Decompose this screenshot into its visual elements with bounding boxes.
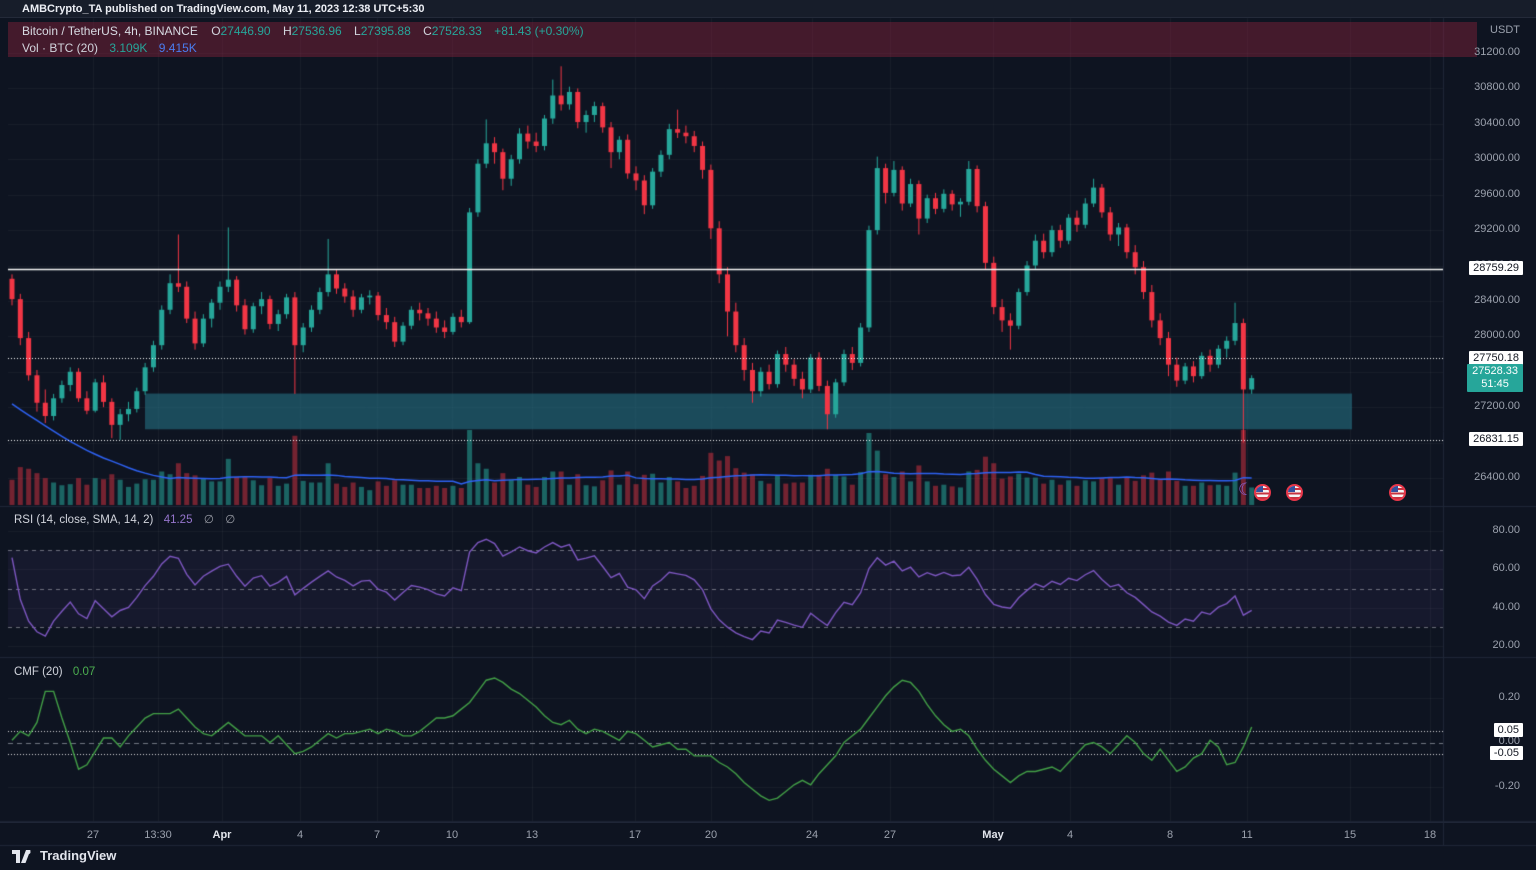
price-tick-label: 30000.00 — [1474, 152, 1520, 165]
time-axis[interactable]: 27 13:30 Apr 4 7 10 13 17 20 24 27 May 4 8 11 15 18 — [0, 822, 1536, 847]
publish-header: AMBCrypto_TA published on TradingView.co… — [0, 0, 1536, 18]
us-flag-event-icon[interactable] — [1389, 484, 1406, 501]
cmf-tick-label: -0.20 — [1494, 780, 1520, 792]
bar-countdown: 51:45 — [1481, 378, 1509, 390]
rsi-tick-label: 40.00 — [1492, 600, 1520, 613]
rsi-title: RSI (14, close, SMA, 14, 2) — [14, 514, 154, 526]
last-price: 27528.33 — [1472, 365, 1518, 377]
time-tick-label: 7 — [373, 829, 381, 841]
time-tick-label: 13:30 — [144, 829, 172, 841]
high-value: 27536.96 — [291, 24, 342, 38]
cmf-lower-chip: -0.05 — [1489, 746, 1523, 760]
rsi-tick-label: 80.00 — [1492, 524, 1520, 536]
time-tick-label: 8 — [1166, 829, 1174, 841]
high-label: H — [282, 24, 292, 38]
close-label: C — [423, 24, 432, 38]
rsi-tick-label: 20.00 — [1492, 639, 1520, 651]
support-lower-price-chip: 26831.15 — [1469, 432, 1523, 446]
time-tick-label: 11 — [1241, 829, 1253, 841]
volume-ma-value: 9.415K — [158, 41, 197, 55]
us-flag-event-icon[interactable] — [1254, 484, 1271, 501]
time-tick-label: 13 — [525, 829, 539, 841]
tradingview-logo[interactable]: TradingView — [12, 848, 116, 863]
symbol-name: Bitcoin / TetherUS, 4h, BINANCE — [22, 24, 198, 38]
price-axis[interactable]: 31200.00 30800.00 30400.00 30000.00 29600.00… — [1443, 18, 1536, 822]
price-tick-label: 30400.00 — [1474, 116, 1520, 129]
open-value: 27446.90 — [220, 24, 271, 38]
time-tick-label: 10 — [445, 829, 459, 841]
us-flag-event-icon[interactable] — [1286, 484, 1303, 501]
time-tick-label: 4 — [296, 829, 304, 841]
price-tick-label: 31200.00 — [1474, 46, 1520, 58]
price-tick-label: 27200.00 — [1474, 400, 1520, 413]
close-value: 27528.33 — [431, 24, 482, 38]
support-upper-price-chip: 27750.18 — [1469, 351, 1523, 365]
cmf-zero-label: 0.00 — [1498, 735, 1520, 747]
cmf-upper-chip: 0.05 — [1493, 723, 1523, 737]
price-tick-label: 28400.00 — [1474, 293, 1520, 306]
volume-label: Vol · BTC (20) — [22, 41, 99, 55]
resistance-price-chip: 28759.29 — [1469, 261, 1523, 275]
time-tick-label: 27 — [86, 829, 100, 841]
rsi-empty-2: ∅ — [225, 514, 236, 526]
time-tick-label: 15 — [1343, 829, 1357, 841]
time-tick-label: 17 — [628, 829, 642, 841]
rsi-tick-label: 60.00 — [1492, 562, 1520, 575]
moon-icon[interactable]: ☾ — [1238, 480, 1254, 499]
rsi-legend[interactable]: RSI (14, close, SMA, 14, 2) 41.25 ∅ ∅ — [14, 512, 235, 526]
cmf-legend[interactable]: CMF (20) 0.07 — [14, 664, 95, 678]
tradingview-logo-text: TradingView — [40, 848, 117, 863]
publish-title: AMBCrypto_TA published on TradingView.co… — [22, 3, 425, 15]
cmf-tick-label: 0.20 — [1498, 691, 1520, 703]
price-tick-label: 29600.00 — [1474, 187, 1520, 200]
price-tick-label: 30800.00 — [1474, 81, 1520, 94]
volume-value: 3.109K — [109, 41, 148, 55]
time-tick-label: 24 — [805, 829, 819, 841]
open-label: O — [211, 24, 221, 38]
last-price-chip: 27528.33 51:45 — [1467, 364, 1523, 392]
cmf-value: 0.07 — [72, 666, 96, 678]
price-tick-label: 29200.00 — [1474, 223, 1520, 236]
time-tick-label: 4 — [1066, 829, 1074, 841]
tradingview-logo-icon — [12, 849, 31, 863]
currency-label: USDT — [1490, 24, 1520, 36]
low-value: 27395.88 — [360, 24, 411, 38]
rsi-value: 41.25 — [163, 514, 193, 526]
time-tick-label: 20 — [704, 829, 718, 841]
symbol-legend[interactable]: Bitcoin / TetherUS, 4h, BINANCE O27446.9… — [22, 24, 584, 38]
low-label: L — [354, 24, 361, 38]
publish-banner-highlight — [8, 22, 1477, 57]
time-tick-label: 27 — [883, 829, 897, 841]
change-value: +81.43 (+0.30%) — [494, 24, 584, 38]
rsi-empty-1: ∅ — [203, 514, 214, 526]
volume-legend[interactable]: Vol · BTC (20) 3.109K 9.415K — [22, 41, 197, 55]
time-tick-label: 18 — [1423, 829, 1437, 841]
price-tick-label: 28000.00 — [1474, 329, 1520, 342]
cmf-title: CMF (20) — [14, 666, 63, 678]
price-tick-label: 26400.00 — [1474, 471, 1520, 483]
time-tick-label: Apr — [212, 829, 232, 841]
time-tick-label: May — [982, 829, 1004, 841]
